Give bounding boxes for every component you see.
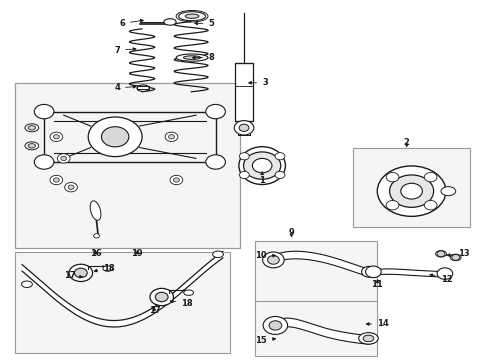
Ellipse shape [25,142,39,150]
Circle shape [275,171,285,179]
Ellipse shape [213,251,223,257]
Ellipse shape [363,335,374,342]
Ellipse shape [184,290,194,295]
Circle shape [50,175,63,185]
Circle shape [424,172,437,182]
Ellipse shape [103,266,113,271]
Circle shape [234,121,254,135]
Ellipse shape [450,254,461,261]
Ellipse shape [137,85,149,91]
Circle shape [206,104,225,119]
Circle shape [263,316,288,334]
Circle shape [61,156,67,161]
Text: 5: 5 [195,19,214,28]
Bar [255,241,377,306]
Circle shape [240,153,249,160]
Circle shape [263,252,284,268]
Text: 8: 8 [193,53,214,62]
Circle shape [240,171,249,179]
Circle shape [401,183,422,199]
Text: 17: 17 [148,306,160,315]
Circle shape [74,268,87,278]
Ellipse shape [436,251,446,257]
Text: 7: 7 [114,46,136,55]
Circle shape [269,321,282,330]
Circle shape [366,266,381,278]
Circle shape [169,135,174,139]
Circle shape [69,264,93,282]
Text: 16: 16 [90,249,101,258]
Ellipse shape [184,56,201,59]
Ellipse shape [90,201,101,220]
Ellipse shape [185,14,199,18]
Circle shape [239,124,249,131]
Ellipse shape [377,166,446,216]
Text: 12: 12 [430,274,453,284]
Ellipse shape [359,333,378,344]
Circle shape [170,175,183,185]
Circle shape [386,201,399,210]
Ellipse shape [28,126,36,130]
Bar [235,63,253,121]
Circle shape [150,288,173,306]
Circle shape [34,155,54,169]
Circle shape [68,185,74,189]
Bar [255,301,377,356]
Circle shape [65,183,77,192]
Circle shape [452,255,460,260]
Circle shape [94,234,99,238]
Circle shape [437,251,445,257]
Circle shape [50,132,63,141]
Ellipse shape [22,281,32,288]
Circle shape [244,152,281,179]
Bar [15,83,240,248]
Ellipse shape [179,12,206,21]
Text: 4: 4 [114,84,136,93]
Circle shape [88,117,142,157]
Circle shape [206,155,225,169]
Circle shape [362,266,376,277]
Text: 6: 6 [119,19,144,28]
Circle shape [268,256,279,264]
Circle shape [437,268,453,279]
Text: 18: 18 [171,299,193,307]
Circle shape [173,178,179,182]
Text: 10: 10 [255,251,275,260]
Circle shape [53,135,59,139]
Circle shape [34,104,54,119]
Text: 15: 15 [255,336,275,345]
Circle shape [165,132,178,141]
Ellipse shape [176,54,208,61]
Ellipse shape [441,187,456,196]
Circle shape [386,172,399,182]
Text: 9: 9 [289,228,294,237]
Ellipse shape [164,19,176,25]
Text: 11: 11 [371,280,383,289]
Circle shape [252,158,272,173]
Text: 13: 13 [447,249,470,258]
Circle shape [155,292,168,302]
Ellipse shape [28,144,36,148]
Ellipse shape [25,124,39,132]
Text: 19: 19 [131,249,143,258]
Text: 2: 2 [404,138,410,147]
Circle shape [53,178,59,182]
Circle shape [390,175,434,207]
Text: 14: 14 [367,320,389,328]
Circle shape [424,201,437,210]
Circle shape [57,154,70,163]
Circle shape [275,153,285,160]
Ellipse shape [239,147,285,185]
Bar [15,252,230,353]
Text: 18: 18 [94,264,115,273]
Text: 3: 3 [249,78,268,87]
Bar [353,148,470,227]
Circle shape [101,127,129,147]
Text: 17: 17 [64,271,82,280]
Text: 1: 1 [259,172,265,185]
